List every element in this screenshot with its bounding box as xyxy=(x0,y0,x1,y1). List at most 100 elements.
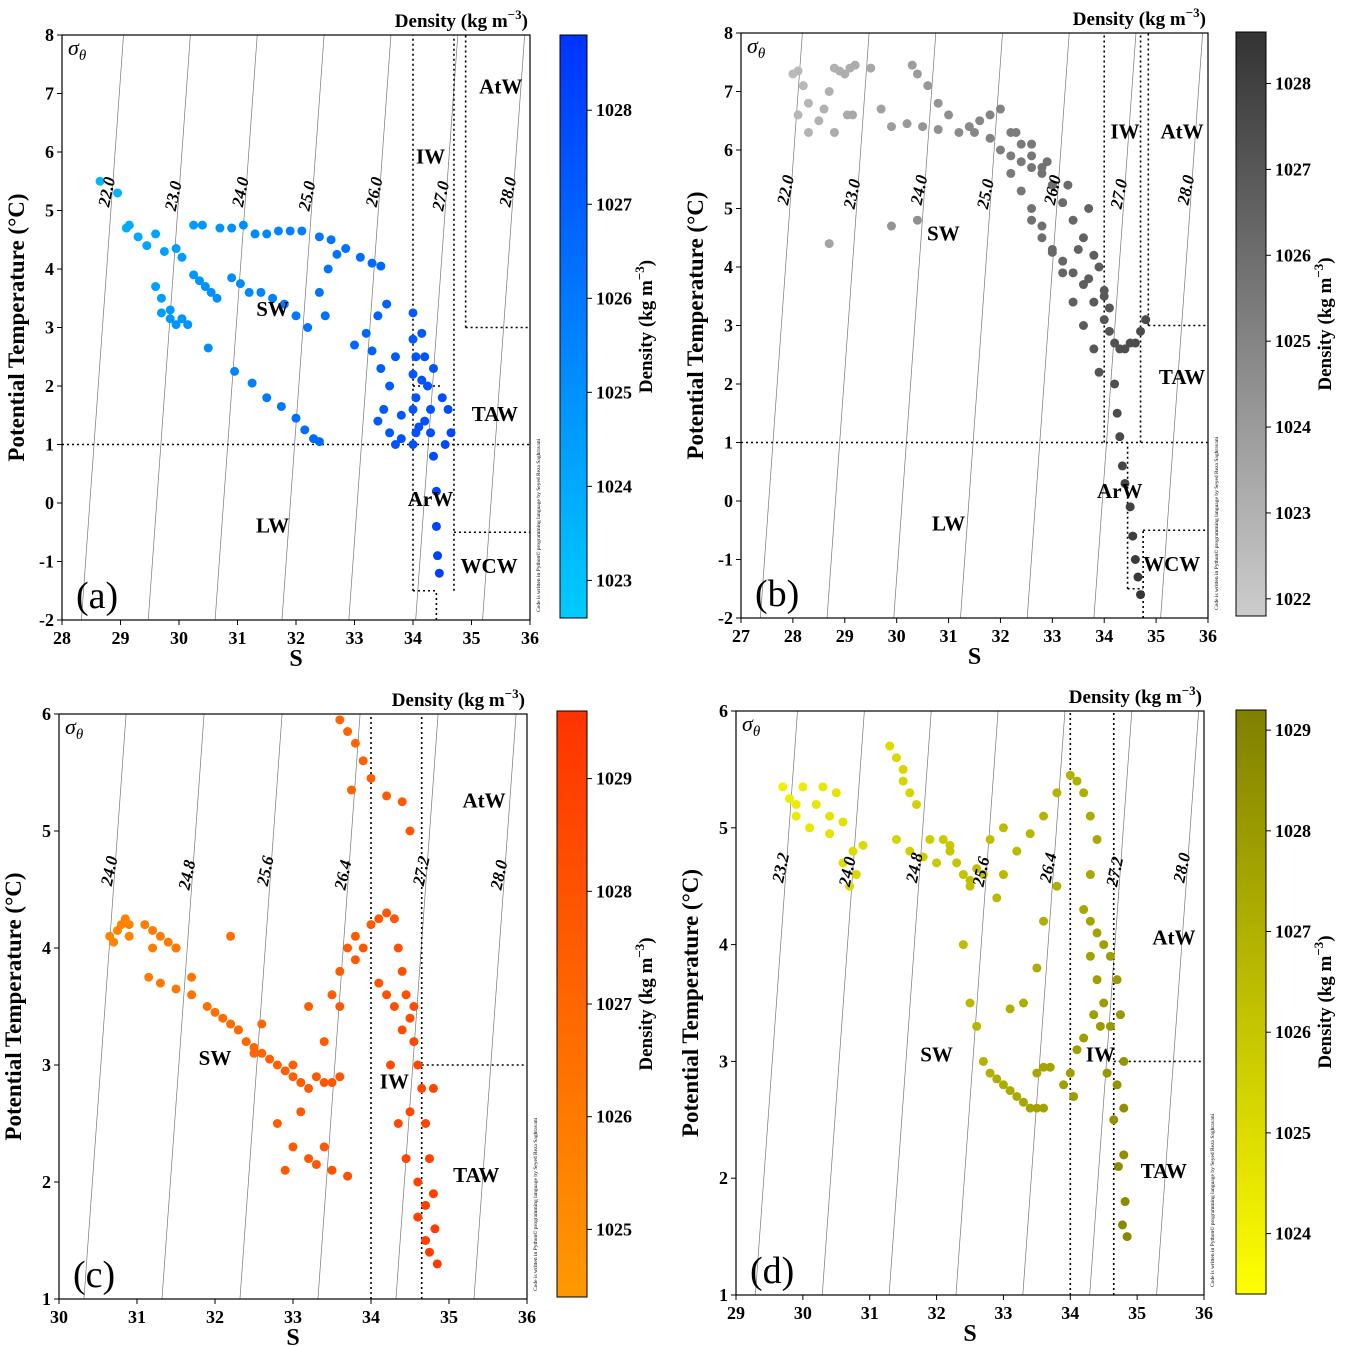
data-point xyxy=(825,811,835,821)
x-axis-label: S xyxy=(963,1321,976,1346)
data-point xyxy=(1141,315,1151,325)
isopycnal-line xyxy=(1089,711,1133,1295)
data-point xyxy=(227,223,237,233)
data-point xyxy=(902,119,912,129)
y-tick-label: 6 xyxy=(724,140,733,160)
panel-c: 24.0 24.8 25.6 26.4 27.2 28.030 31 32 33 34 35 3612… xyxy=(1,686,657,1346)
panel-d: 23.2 24.0 24.8 25.6 26.4 27.2 28.029 30 31 32 33 34… xyxy=(678,683,1336,1346)
isopycnal-label: 25.0 xyxy=(294,179,319,214)
data-point xyxy=(296,1107,306,1117)
data-point xyxy=(397,797,407,807)
data-point xyxy=(970,127,979,137)
data-point xyxy=(335,1002,345,1011)
data-point xyxy=(385,381,395,391)
data-point xyxy=(1089,250,1099,260)
data-point xyxy=(923,81,933,91)
data-point xyxy=(1136,590,1146,600)
data-point xyxy=(409,1002,419,1011)
water-mass-label: SW xyxy=(199,1046,232,1070)
data-point xyxy=(423,381,433,391)
data-point xyxy=(405,1107,415,1117)
isopycnal-line xyxy=(415,35,459,620)
colorbar xyxy=(1235,709,1267,1295)
colorbar-tick-label: 1026 xyxy=(596,288,632,308)
data-point xyxy=(347,785,356,795)
data-point xyxy=(343,727,353,737)
data-point xyxy=(408,440,418,449)
data-point xyxy=(905,846,915,856)
data-point xyxy=(1092,975,1102,985)
x-tick-label: 32 xyxy=(928,1303,946,1323)
data-point xyxy=(992,893,1002,903)
water-mass-label: TAW xyxy=(453,1163,499,1187)
data-point xyxy=(1084,274,1094,284)
data-point xyxy=(155,978,165,988)
data-point xyxy=(319,1037,329,1047)
data-point xyxy=(350,931,360,941)
data-point xyxy=(288,1060,298,1070)
data-point xyxy=(1089,344,1099,354)
water-mass-label: SW xyxy=(927,222,960,246)
data-point xyxy=(367,258,377,268)
data-point xyxy=(256,287,266,297)
isopycnal-line xyxy=(1156,711,1200,1295)
y-tick-label: 4 xyxy=(719,935,728,955)
data-point xyxy=(1032,1103,1042,1113)
data-point xyxy=(382,908,392,918)
data-point xyxy=(163,937,173,947)
data-point xyxy=(1122,1232,1132,1242)
data-point xyxy=(1027,204,1037,213)
colorbar-tick-label: 1026 xyxy=(1275,1022,1311,1042)
data-point xyxy=(1115,432,1125,442)
data-point xyxy=(1099,285,1109,295)
data-point xyxy=(437,393,447,403)
data-point xyxy=(1069,1091,1079,1101)
data-point xyxy=(1068,268,1078,278)
data-point xyxy=(421,1119,431,1128)
data-point xyxy=(288,1142,298,1152)
isopycnal-line xyxy=(1160,33,1204,618)
data-point xyxy=(898,764,908,774)
water-mass-label: LW xyxy=(256,513,289,537)
data-point xyxy=(420,416,430,426)
data-point xyxy=(998,1080,1008,1090)
data-point xyxy=(326,235,336,245)
isopycnal-label: 24.8 xyxy=(902,851,927,886)
data-point xyxy=(1133,572,1143,582)
data-point xyxy=(366,920,376,930)
data-point xyxy=(210,1007,220,1017)
data-point xyxy=(227,273,237,283)
data-point xyxy=(385,428,395,438)
y-tick-label: -2 xyxy=(39,610,54,630)
data-point xyxy=(124,220,134,230)
data-point xyxy=(405,826,415,836)
data-point xyxy=(1092,834,1102,844)
isopycnal-label: 24.0 xyxy=(906,173,931,208)
data-point xyxy=(1115,1010,1125,1020)
data-point xyxy=(1079,905,1089,915)
data-point xyxy=(379,404,389,414)
isopycnal-line xyxy=(214,35,258,620)
data-point xyxy=(428,1189,438,1199)
colorbar-tick-label: 1022 xyxy=(1275,589,1311,609)
colorbar-tick-label: 1023 xyxy=(596,570,632,590)
water-mass-label: IW xyxy=(1086,1042,1115,1066)
data-point xyxy=(323,264,333,274)
data-point xyxy=(891,753,901,763)
x-tick-label: 33 xyxy=(994,1303,1012,1323)
isopycnal-label: 28.0 xyxy=(486,858,511,893)
data-point xyxy=(177,252,187,262)
x-tick-label: 35 xyxy=(1147,626,1165,646)
data-point xyxy=(397,1025,407,1035)
isopycnal-label: 25.0 xyxy=(973,177,998,212)
data-point xyxy=(1006,168,1016,178)
data-point xyxy=(1065,770,1075,780)
colorbar-tick-label: 1025 xyxy=(1275,1123,1311,1143)
data-point xyxy=(1089,297,1099,307)
data-point xyxy=(430,1224,440,1234)
y-tick-label: 5 xyxy=(45,201,54,221)
panel-a: 22.0 23.0 24.0 25.0 26.0 27.0 28.028 29 30 31 32 33… xyxy=(4,7,657,672)
y-tick-label: 2 xyxy=(719,1168,728,1188)
y-tick-label: 8 xyxy=(45,25,54,45)
data-point xyxy=(866,63,876,73)
